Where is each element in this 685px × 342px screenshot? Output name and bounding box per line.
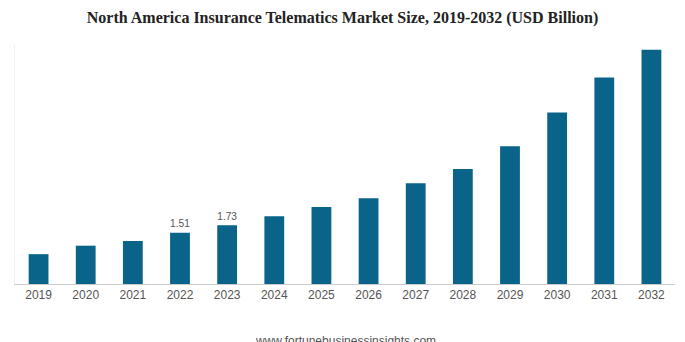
svg-text:2030: 2030 [544, 288, 571, 302]
svg-text:North America Insurance Telema: North America Insurance Telematics Marke… [87, 9, 599, 27]
svg-text:2028: 2028 [450, 288, 477, 302]
svg-text:2021: 2021 [120, 288, 147, 302]
svg-text:1.51: 1.51 [170, 218, 190, 229]
svg-text:1.73: 1.73 [217, 211, 237, 222]
svg-text:2026: 2026 [355, 288, 382, 302]
svg-text:2019: 2019 [25, 288, 52, 302]
svg-text:2027: 2027 [402, 288, 429, 302]
svg-text:2023: 2023 [214, 288, 241, 302]
svg-text:2024: 2024 [261, 288, 288, 302]
svg-text:2029: 2029 [497, 288, 524, 302]
svg-text:2032: 2032 [638, 288, 665, 302]
svg-text:2025: 2025 [308, 288, 335, 302]
svg-text:2020: 2020 [72, 288, 99, 302]
svg-text:www.fortunebusinessinsights.co: www.fortunebusinessinsights.com [255, 334, 436, 342]
svg-text:2022: 2022 [167, 288, 194, 302]
svg-text:2031: 2031 [591, 288, 618, 302]
